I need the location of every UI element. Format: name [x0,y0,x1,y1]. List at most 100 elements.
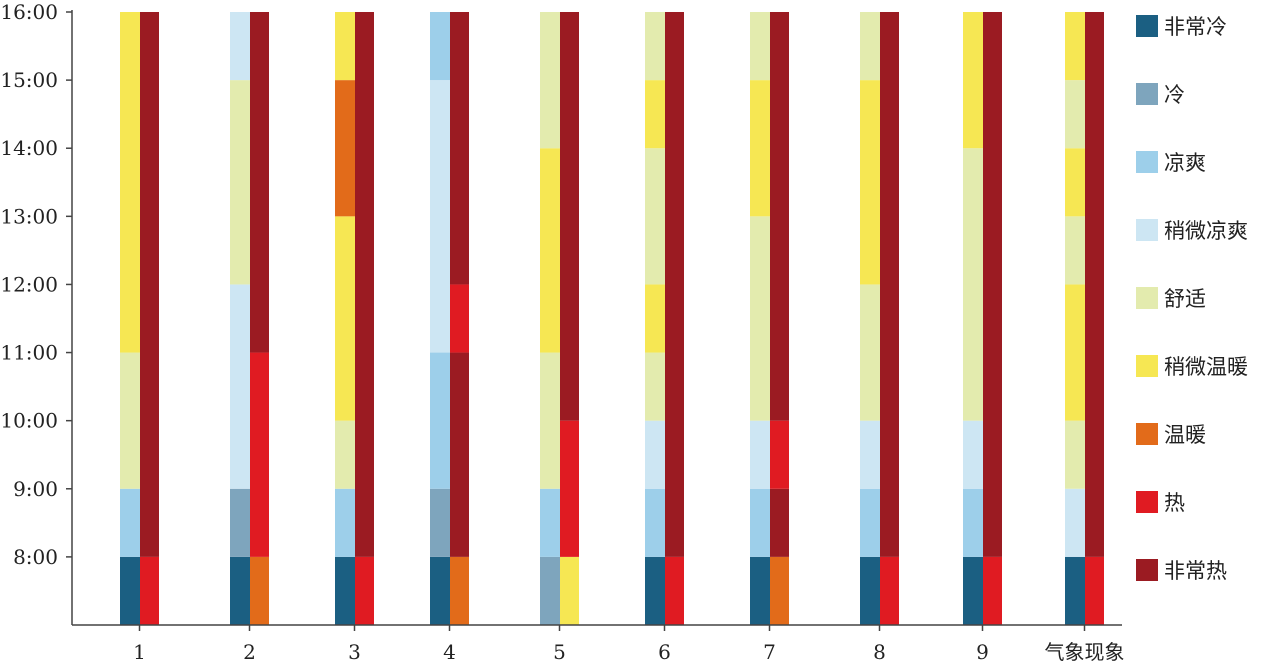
bar-segment [1065,420,1085,489]
legend-item: 热 [1136,486,1185,518]
bar-segment [645,284,665,353]
legend-swatch [1136,423,1158,445]
bar-segment [860,420,880,489]
bar-segment [645,80,665,149]
bar-segment [860,284,880,421]
legend-swatch [1136,559,1158,581]
bar-segment [860,80,880,285]
bar-segment [963,12,983,149]
bar-segment [250,556,269,625]
x-tick-label: 3 [348,640,361,664]
y-axis-ticks: 8:00 9:00 10:00 11:00 12:00 13:00 14:00 15:00 16… [0,0,72,569]
bar-segment [230,488,250,557]
bar-segment [770,556,789,625]
bar-segment [335,556,355,625]
legend-label: 稍微凉爽 [1164,219,1248,243]
bar-segment [665,556,684,625]
x-tick-label: 5 [553,640,566,664]
bar-segment [750,216,770,421]
y-tick-label: 13:00 [0,204,58,228]
legend-item: 温暖 [1136,418,1206,450]
y-tick-label: 8:00 [13,545,58,569]
bar-segment [645,148,665,285]
y-tick-label: 9:00 [13,477,58,501]
bar-segment [1065,556,1085,625]
bar-segment [1085,12,1104,557]
y-tick-label: 15:00 [0,68,58,92]
x-tick-label: 2 [243,640,256,664]
bar-segment [750,12,770,81]
x-tick-label: 6 [658,640,671,664]
bar-segment [335,488,355,557]
bar-segment [430,556,450,625]
bar-segment [335,12,355,81]
bar-segment [665,12,684,557]
bar-segment [230,80,250,285]
x-tick-label: 7 [763,640,776,664]
bar-segment [540,488,560,557]
bar-segment [645,556,665,625]
y-tick-label: 11:00 [0,341,58,365]
bar-segment [860,556,880,625]
bar-segment [450,556,469,625]
legend-item: 非常热 [1136,554,1227,586]
bar-segment [430,80,450,353]
x-tick-label: 8 [873,640,886,664]
bar-segment [120,352,140,489]
bar-segment [1065,284,1085,421]
bar-segment [983,12,1002,557]
bar-segment [230,556,250,625]
y-tick-label: 10:00 [0,409,58,433]
bar-segment [880,556,899,625]
y-tick-label: 16:00 [0,0,58,24]
bar-segment [1065,148,1085,217]
bar-segment [335,80,355,217]
bar-segment [750,488,770,557]
bar-segment [250,352,269,557]
bar-segment [540,148,560,353]
x-tick-label: 9 [976,640,989,664]
bar-segment [645,420,665,489]
legend-label: 非常热 [1164,559,1227,583]
bar-segment [1065,488,1085,557]
bars-layer [120,12,1104,625]
bar-segment [860,12,880,81]
legend-item: 凉爽 [1136,146,1206,178]
legend-swatch [1136,287,1158,309]
bar-segment [963,488,983,557]
legend-swatch [1136,151,1158,173]
bar-segment [860,488,880,557]
bar-segment [560,556,579,625]
bar-segment [540,556,560,625]
bar-segment [750,420,770,489]
legend-item: 舒适 [1136,282,1206,314]
legend-label: 稍微温暖 [1164,355,1248,379]
bar-segment [140,556,159,625]
x-tick-label: 1 [133,640,146,664]
legend-swatch [1136,219,1158,241]
legend-item: 非常冷 [1136,10,1227,42]
bar-segment [963,556,983,625]
bar-segment [430,488,450,557]
legend-label: 非常冷 [1164,15,1227,39]
bar-segment [120,488,140,557]
legend-label: 凉爽 [1164,151,1206,175]
bar-segment [140,12,159,557]
legend-swatch [1136,83,1158,105]
bar-segment [450,284,469,353]
bar-segment [250,12,269,353]
legend-label: 舒适 [1164,287,1206,311]
bar-segment [560,12,579,421]
bar-segment [540,12,560,149]
bar-segment [645,488,665,557]
bar-segment [540,352,560,489]
bar-segment [983,556,1002,625]
legend-swatch [1136,15,1158,37]
legend-item: 稍微温暖 [1136,350,1248,382]
bar-segment [335,420,355,489]
legend-label: 热 [1164,491,1185,515]
bar-segment [963,420,983,489]
bar-segment [770,12,789,421]
bar-segment [963,148,983,421]
bar-segment [1065,80,1085,149]
